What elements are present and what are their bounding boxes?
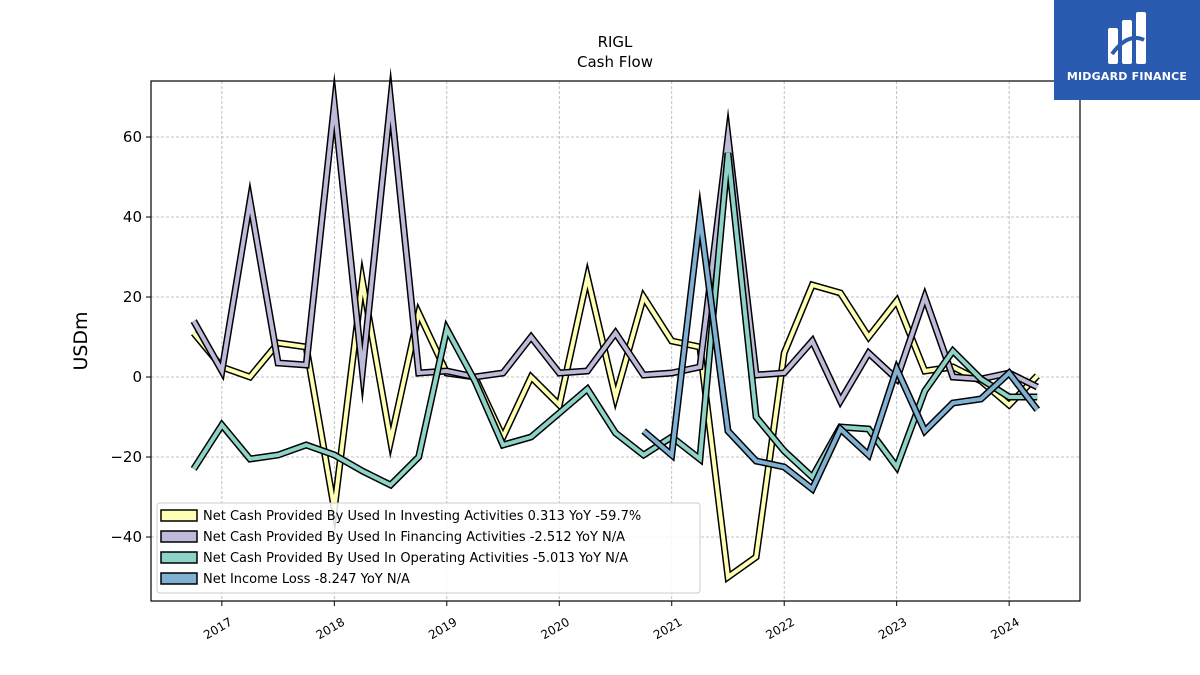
- brand-logo: MIDGARD FINANCE: [1054, 0, 1200, 100]
- y-tick-label: −20: [110, 448, 142, 466]
- legend: Net Cash Provided By Used In Investing A…: [156, 502, 701, 594]
- x-tick-label: 2022: [763, 615, 796, 642]
- series-line: [642, 200, 1039, 493]
- y-tick-label: −40: [110, 528, 142, 546]
- legend-swatch: [160, 551, 198, 564]
- legend-label: Net Income Loss -8.247 YoY N/A: [203, 572, 410, 587]
- y-tick-label: 60: [123, 128, 142, 146]
- x-tick-label: 2023: [876, 615, 909, 642]
- legend-label: Net Cash Provided By Used In Financing A…: [203, 530, 625, 545]
- y-tick-label: 20: [123, 288, 142, 306]
- legend-swatch: [160, 509, 198, 522]
- series-line: [191, 81, 1039, 406]
- x-tick-label: 2018: [314, 615, 347, 642]
- y-axis-label: USDm: [70, 311, 92, 370]
- chart-title: RIGL: [598, 33, 633, 51]
- x-tick-label: 2024: [988, 615, 1021, 642]
- y-tick-label: 0: [132, 368, 142, 386]
- x-tick-label: 2020: [539, 615, 572, 642]
- x-tick-label: 2017: [201, 615, 234, 642]
- y-tick-label: 40: [123, 208, 142, 226]
- x-tick-label: 2021: [651, 615, 684, 642]
- x-tick-label: 2019: [426, 615, 459, 642]
- legend-label: Net Cash Provided By Used In Operating A…: [203, 551, 628, 566]
- legend-label: Net Cash Provided By Used In Investing A…: [203, 509, 641, 524]
- chart-subtitle: Cash Flow: [577, 53, 653, 71]
- legend-swatch: [160, 530, 198, 543]
- plot-frame: [150, 80, 1081, 602]
- legend-box: [156, 502, 701, 594]
- brand-name: MIDGARD FINANCE: [1066, 70, 1188, 83]
- legend-swatch: [160, 572, 198, 585]
- series-line: [192, 152, 1038, 488]
- logo-mark-icon: [1108, 12, 1146, 64]
